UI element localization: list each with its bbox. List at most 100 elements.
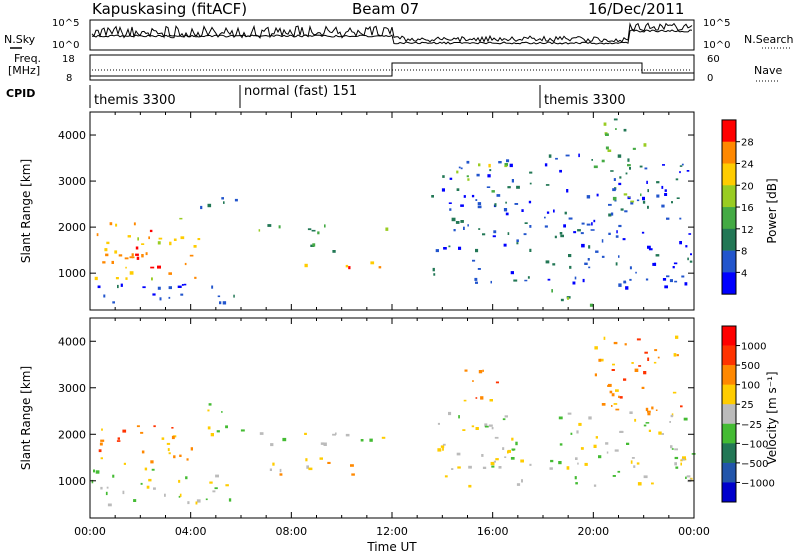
- heatmap-cell: [93, 469, 95, 473]
- heatmap-cell: [676, 197, 680, 199]
- heatmap-cell: [482, 369, 484, 372]
- heatmap-cell: [632, 147, 636, 150]
- heatmap-cell: [675, 178, 679, 181]
- heatmap-cell: [544, 163, 548, 167]
- heatmap-cell: [498, 161, 502, 164]
- heatmap-cell: [464, 369, 468, 372]
- heatmap-cell: [555, 157, 558, 160]
- heatmap-cell: [221, 411, 223, 413]
- heatmap-cell: [594, 346, 598, 350]
- heatmap-cell: [680, 405, 683, 408]
- heatmap-cell: [600, 358, 604, 362]
- heatmap-cell: [588, 245, 591, 249]
- heatmap-cell: [225, 425, 228, 429]
- heatmap-cell: [442, 175, 445, 178]
- freq-panel: Freq. [MHz] 18 8 60 0 Nave: [8, 52, 782, 84]
- heatmap-cell: [655, 254, 660, 257]
- heatmap-cell: [124, 257, 129, 260]
- heatmap-cell: [486, 186, 491, 188]
- velocity-colorbar-label: Velocity [m s⁻¹]: [765, 371, 779, 464]
- heatmap-cell: [484, 425, 489, 428]
- heatmap-cell: [564, 211, 567, 215]
- heatmap-cell: [484, 423, 488, 427]
- heatmap-cell: [100, 457, 103, 460]
- heatmap-cell: [664, 285, 668, 289]
- date-title: 16/Dec/2011: [588, 0, 684, 18]
- heatmap-cell: [681, 275, 685, 278]
- heatmap-cell: [178, 479, 181, 483]
- heatmap-cell: [625, 286, 629, 290]
- heatmap-cell: [674, 280, 678, 283]
- heatmap-cell: [609, 390, 613, 394]
- heatmap-cell: [657, 356, 660, 359]
- heatmap-cell: [688, 233, 692, 235]
- heatmap-cell: [529, 225, 532, 228]
- x-tick-label: 12:00: [376, 525, 408, 538]
- heatmap-cell: [612, 363, 615, 366]
- heatmap-cell: [142, 286, 146, 289]
- heatmap-cell: [179, 454, 182, 457]
- heatmap-cell: [458, 246, 462, 250]
- heatmap-cell: [520, 459, 524, 463]
- heatmap-cell: [611, 369, 615, 371]
- heatmap-cell: [516, 483, 521, 486]
- heatmap-cell: [567, 297, 570, 300]
- heatmap-cell: [580, 447, 584, 450]
- heatmap-cell: [521, 479, 523, 483]
- heatmap-cell: [559, 169, 562, 173]
- heatmap-cell: [184, 262, 187, 266]
- heatmap-cell: [627, 196, 631, 200]
- heatmap-cell: [112, 301, 115, 304]
- heatmap-cell: [158, 237, 163, 240]
- heatmap-cell: [661, 185, 664, 189]
- heatmap-cell: [666, 275, 670, 278]
- heatmap-cell: [151, 277, 153, 281]
- heatmap-cell: [477, 202, 482, 206]
- heatmap-cell: [615, 262, 618, 266]
- heatmap-cell: [560, 234, 564, 238]
- heatmap-cell: [646, 180, 648, 184]
- heatmap-cell: [662, 278, 667, 281]
- heatmap-cell: [620, 208, 624, 211]
- heatmap-cell: [306, 465, 309, 469]
- heatmap-cell: [141, 243, 145, 245]
- heatmap-cell: [466, 175, 469, 178]
- heatmap-cell: [507, 186, 511, 189]
- colorbar-tick-label: 500: [741, 361, 760, 372]
- colorbar-swatch: [722, 207, 736, 230]
- nave-tick-bottom: 0: [707, 73, 713, 84]
- heatmap-cell: [451, 217, 456, 222]
- heatmap-cell: [140, 431, 144, 434]
- heatmap-cell: [629, 266, 632, 270]
- heatmap-cell: [560, 298, 564, 302]
- colorbar-swatch: [722, 228, 736, 251]
- heatmap-cell: [575, 457, 578, 460]
- heatmap-cell: [570, 432, 573, 435]
- heatmap-cell: [664, 189, 667, 192]
- heatmap-cell: [173, 238, 177, 241]
- heatmap-cell: [448, 411, 452, 416]
- x-tick-label: 20:00: [577, 525, 609, 538]
- heatmap-cell: [630, 201, 634, 205]
- heatmap-cell: [612, 475, 616, 477]
- heatmap-cell: [550, 459, 554, 463]
- heatmap-cell: [642, 200, 646, 204]
- heatmap-cell: [568, 254, 572, 258]
- heatmap-cell: [629, 411, 633, 414]
- heatmap-cell: [684, 282, 688, 286]
- heatmap-cell: [516, 185, 520, 189]
- heatmap-cell: [627, 158, 630, 162]
- heatmap-cell: [475, 427, 479, 430]
- heatmap-cell: [217, 295, 221, 298]
- heatmap-cell: [179, 217, 183, 220]
- heatmap-cell: [310, 244, 315, 247]
- power-colorbar: 4 8 12 16 20 24 28: [721, 119, 754, 295]
- heatmap-cell: [572, 281, 576, 285]
- heatmap-cell: [669, 279, 673, 283]
- heatmap-cell: [619, 396, 623, 399]
- heatmap-cell: [545, 184, 550, 186]
- velocity-colorbar: 1000 500 100 25 −25 −100 −500 −1000: [721, 325, 775, 503]
- heatmap-cell: [598, 455, 602, 459]
- heatmap-cell: [332, 433, 336, 436]
- colorbar-swatch: [722, 384, 736, 405]
